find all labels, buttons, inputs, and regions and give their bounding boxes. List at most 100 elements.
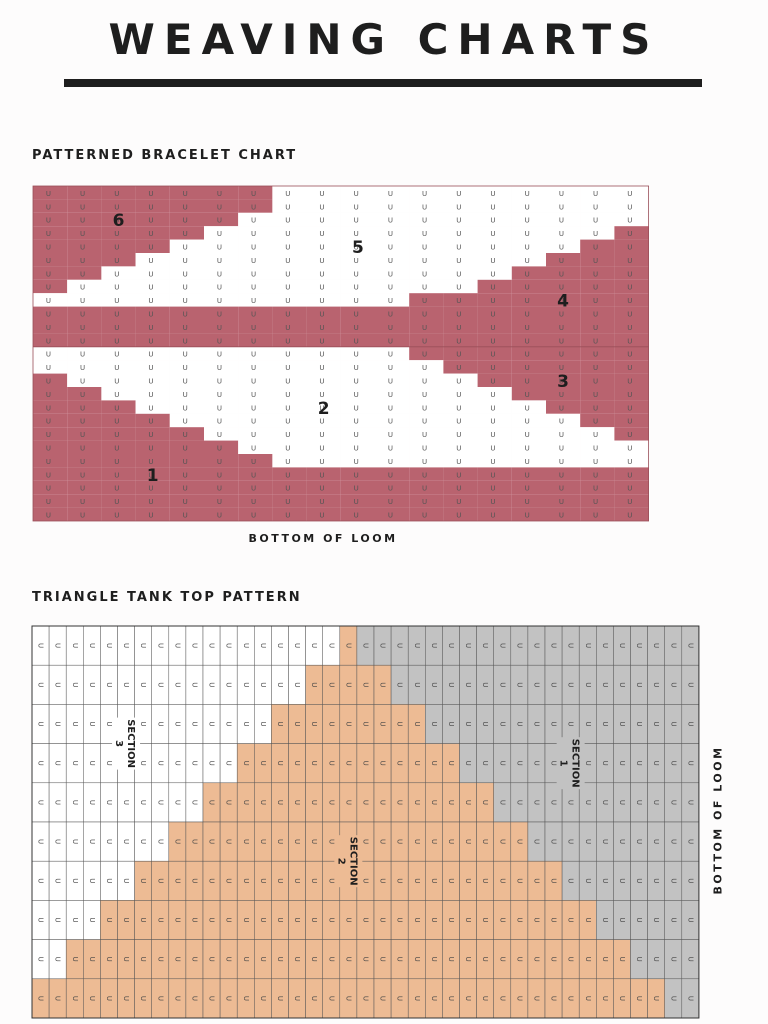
tank-cell-symbol: U [652, 917, 660, 922]
bracelet-cell [340, 373, 375, 387]
tank-cell-symbol: U [635, 682, 643, 687]
bracelet-cell [33, 266, 68, 280]
bracelet-cell [67, 226, 102, 240]
bracelet-cell [238, 400, 273, 414]
bracelet-cell-symbol: U [490, 244, 495, 252]
bracelet-cell [511, 320, 546, 334]
tank-cell-symbol: U [635, 721, 643, 726]
bracelet-cell [67, 454, 102, 468]
bracelet-cell [67, 186, 102, 200]
bracelet-cell-symbol: U [285, 284, 290, 292]
bracelet-cell-symbol: U [388, 445, 393, 453]
bracelet-cell-symbol: U [80, 284, 85, 292]
bracelet-cell [580, 186, 615, 200]
bracelet-cell-symbol: U [593, 351, 598, 359]
bracelet-cell [443, 346, 478, 361]
tank-cell-symbol: U [190, 957, 198, 962]
tank-cell-symbol: U [635, 643, 643, 648]
bracelet-cell-symbol: U [183, 203, 188, 211]
bracelet-cell [33, 467, 68, 481]
bracelet-cell-symbol: U [217, 471, 222, 479]
bracelet-cell-symbol: U [148, 257, 153, 265]
bracelet-cell-symbol: U [490, 512, 495, 520]
bracelet-cell [375, 253, 410, 267]
bracelet-cell [238, 360, 273, 374]
bracelet-cell [33, 373, 68, 387]
bracelet-cell [135, 400, 170, 414]
bracelet-cell-symbol: U [525, 324, 530, 332]
bracelet-cell-symbol: U [627, 364, 632, 372]
tank-cell-symbol: U [464, 800, 472, 805]
tank-cell-symbol: U [669, 721, 677, 726]
bracelet-cell-symbol: U [388, 230, 393, 238]
tank-cell-symbol: U [208, 643, 216, 648]
bracelet-cell-symbol: U [627, 458, 632, 466]
bracelet-cell-symbol: U [319, 230, 324, 238]
bracelet-cell-symbol: U [114, 337, 119, 345]
bracelet-cell [546, 480, 581, 495]
bracelet-cell-symbol: U [559, 244, 564, 252]
tank-cell-symbol: U [105, 761, 113, 766]
bracelet-cell [375, 440, 410, 454]
tank-cell-symbol: U [396, 800, 404, 805]
tank-cell-symbol: U [584, 721, 592, 726]
tank-cell-symbol: U [635, 957, 643, 962]
bracelet-cell [238, 279, 273, 294]
tank-cell-symbol: U [413, 957, 421, 962]
tank-cell-symbol: U [464, 761, 472, 766]
bracelet-cell-symbol: U [593, 257, 598, 265]
bracelet-cell-symbol: U [525, 378, 530, 386]
bracelet-cell-symbol: U [525, 297, 530, 305]
bracelet-cell [101, 494, 136, 508]
tank-cell-symbol: U [71, 721, 79, 726]
bracelet-cell-symbol: U [559, 445, 564, 453]
tank-cell-symbol: U [344, 957, 352, 962]
bracelet-cell-symbol: U [80, 431, 85, 439]
bracelet-cell [340, 333, 375, 347]
bracelet-cell-symbol: U [319, 418, 324, 426]
bracelet-cell [135, 253, 170, 267]
bracelet-cell [238, 226, 273, 240]
tank-cell-symbol: U [139, 800, 147, 805]
bracelet-cell [546, 360, 581, 374]
bracelet-cell [101, 226, 136, 240]
bracelet-cell [443, 293, 478, 307]
bracelet-cell [580, 212, 615, 227]
bracelet-cell [511, 253, 546, 267]
tank-cell-symbol: U [225, 957, 233, 962]
bracelet-cell [33, 333, 68, 347]
bracelet-section-number-1: 1 [147, 466, 159, 486]
bracelet-cell-symbol: U [183, 270, 188, 278]
tank-cell-symbol: U [225, 761, 233, 766]
bracelet-cell [204, 306, 239, 320]
bracelet-cell [443, 306, 478, 320]
bracelet-cell [169, 400, 204, 414]
tank-cell-symbol: U [379, 917, 387, 922]
bracelet-cell [238, 494, 273, 508]
tank-cell-symbol: U [208, 761, 216, 766]
bracelet-cell [306, 266, 341, 280]
bracelet-cell [614, 454, 649, 468]
bracelet-cell [204, 387, 239, 401]
tank-cell-symbol: U [344, 643, 352, 648]
bracelet-cell [580, 199, 615, 213]
bracelet-cell-symbol: U [456, 324, 461, 332]
bracelet-cell [169, 507, 204, 521]
bracelet-cell-symbol: U [285, 485, 290, 493]
bracelet-cell-symbol: U [559, 190, 564, 198]
tank-cell-symbol: U [464, 957, 472, 962]
bracelet-cell [409, 360, 444, 374]
bracelet-cell [477, 333, 512, 347]
bracelet-cell [33, 346, 68, 361]
bracelet-cell-symbol: U [593, 230, 598, 238]
tank-cell-symbol: U [190, 800, 198, 805]
tank-cell-symbol: U [361, 839, 369, 844]
tank-cell-symbol: U [225, 878, 233, 883]
bracelet-cell [477, 253, 512, 267]
bracelet-cell [169, 320, 204, 334]
bracelet-cell [101, 427, 136, 441]
bracelet-cell-symbol: U [319, 297, 324, 305]
tank-cell-symbol: U [225, 800, 233, 805]
bracelet-cell-symbol: U [285, 364, 290, 372]
